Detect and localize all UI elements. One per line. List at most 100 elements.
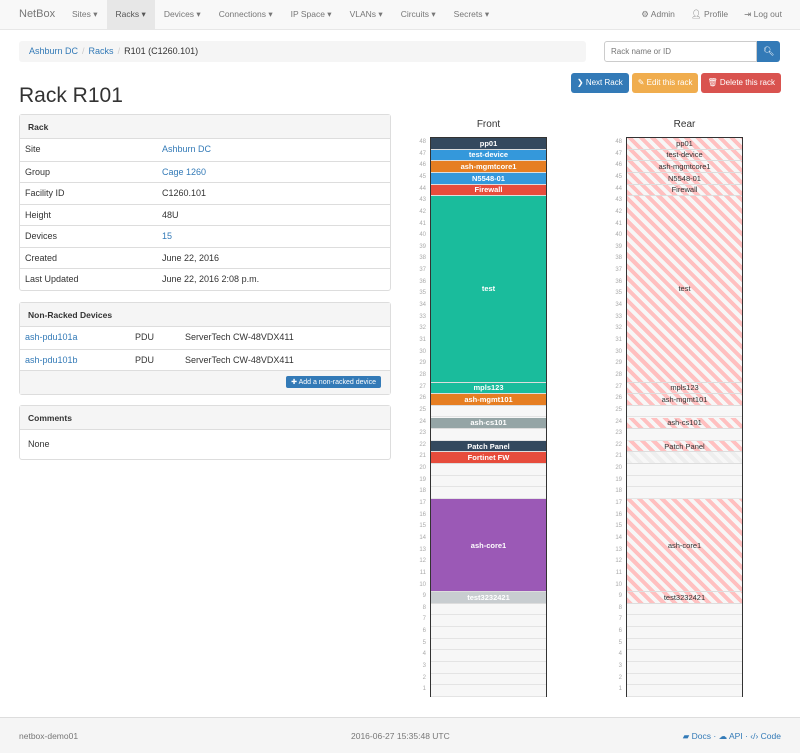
unit-number: 13 [419, 546, 426, 553]
caret-down-icon: ▾ [324, 9, 332, 19]
nav-secrets[interactable]: Secrets ▾ [445, 0, 498, 29]
rack-device[interactable]: Firewall [627, 184, 742, 197]
rack-device[interactable]: Patch Panel [431, 440, 546, 453]
rack-device[interactable]: ash-cs101 [431, 417, 546, 430]
edit-rack-button[interactable]: ✎ Edit this rack [631, 73, 699, 93]
rear-label: Rear [673, 119, 696, 130]
caret-down-icon: ▾ [139, 9, 146, 19]
rack-device[interactable]: test-device [627, 149, 742, 162]
row-value[interactable]: 15 [162, 231, 173, 241]
docs-link[interactable]: ▰ Docs [682, 731, 712, 741]
chevron-right-icon: ❯ [576, 78, 586, 87]
rack-device[interactable] [627, 452, 742, 465]
unit-number: 23 [419, 430, 426, 437]
nav-circuits[interactable]: Circuits ▾ [392, 0, 445, 29]
rack-device[interactable]: N5548-01 [431, 172, 546, 185]
rack-unit [627, 476, 742, 488]
unit-number: 48 [615, 139, 622, 145]
unit-number: 3 [618, 663, 622, 670]
admin-link[interactable]: ⚙ Admin [641, 9, 675, 19]
row-label: Facility ID [25, 188, 65, 198]
unit-number: 21 [615, 453, 622, 460]
rack-unit [627, 464, 742, 476]
unit-number: 20 [419, 465, 426, 472]
rack-search-input[interactable] [604, 41, 757, 62]
navbar: NetBox Sites ▾ Racks ▾ Devices ▾ Connection… [0, 0, 800, 30]
unit-number: 41 [419, 220, 426, 227]
main-menu: Sites ▾ Racks ▾ Devices ▾ Connections ▾ IP S… [63, 0, 498, 29]
nav-racks[interactable]: Racks ▾ [106, 0, 155, 29]
unit-number: 41 [615, 220, 622, 227]
nav-ip-space[interactable]: IP Space ▾ [282, 0, 341, 29]
delete-rack-button[interactable]: 🗑︎ Delete this rack [701, 73, 781, 93]
rack-device[interactable]: ash-cs101 [627, 417, 742, 430]
rack-unit [627, 604, 742, 616]
rack-device[interactable]: Firewall [431, 184, 546, 197]
rack-device[interactable]: test3232421 [627, 592, 742, 604]
rack-device[interactable]: Patch Panel [627, 440, 742, 453]
caret-down-icon: ▾ [429, 9, 436, 19]
unit-number: 36 [419, 278, 426, 285]
table-row: Site Ashburn DC [20, 139, 390, 161]
unit-number: 42 [419, 208, 426, 215]
unit-number: 7 [618, 616, 622, 623]
row-value[interactable]: Ashburn DC [162, 144, 212, 154]
unit-number: 32 [615, 325, 622, 332]
rack-device[interactable]: Fortinet FW [431, 452, 546, 465]
rack-device[interactable]: mpls123 [431, 382, 546, 395]
search-button[interactable]: 🔍︎ [757, 41, 780, 62]
brand-logo[interactable]: NetBox [19, 8, 56, 20]
unit-number: 22 [419, 441, 426, 448]
rack-device[interactable]: test [627, 196, 742, 383]
api-link[interactable]: ☁ API [718, 731, 743, 741]
rack-device[interactable]: ash-core1 [431, 499, 546, 593]
logout-link[interactable]: ⇥ Log out [744, 9, 782, 19]
rack-device[interactable]: test-device [431, 149, 546, 162]
rack-device[interactable]: ash-mgmtcore1 [627, 161, 742, 173]
rack-device[interactable]: ash-mgmt101 [627, 394, 742, 406]
rack-device[interactable]: ash-mgmt101 [431, 394, 546, 406]
rack-device[interactable]: ash-mgmtcore1 [431, 161, 546, 173]
unit-number: 24 [615, 418, 622, 425]
rack-device[interactable]: ash-core1 [627, 499, 742, 593]
footer-host: netbox-demo01 [19, 731, 79, 741]
unit-number: 26 [419, 395, 426, 402]
nav-connections[interactable]: Connections ▾ [210, 0, 282, 29]
rack-device[interactable]: pp01 [431, 138, 546, 150]
next-rack-button[interactable]: ❯ Next Rack [570, 73, 629, 93]
rack-device[interactable]: N5548-01 [627, 172, 742, 185]
code-link[interactable]: ‹/› Code [750, 731, 781, 741]
device-link[interactable]: ash-pdu101b [25, 354, 78, 365]
rack-device[interactable]: pp01 [627, 138, 742, 150]
nav-devices[interactable]: Devices ▾ [155, 0, 210, 29]
unit-number: 15 [419, 523, 426, 530]
rack-unit [627, 615, 742, 628]
rack-device[interactable]: mpls123 [627, 382, 742, 395]
rack-device[interactable]: test3232421 [431, 592, 546, 604]
unit-number: 5 [422, 639, 426, 646]
unit-number: 38 [615, 255, 622, 262]
unit-number: 10 [419, 581, 426, 588]
unit-number: 43 [615, 197, 622, 204]
device-link[interactable]: ash-pdu101a [25, 332, 78, 342]
breadcrumb-racks[interactable]: Racks [88, 46, 114, 56]
unit-number: 7 [422, 616, 426, 623]
caret-down-icon: ▾ [376, 9, 383, 19]
unit-number: 20 [615, 465, 622, 472]
unit-number: 36 [615, 278, 622, 285]
nav-sites[interactable]: Sites ▾ [63, 0, 107, 29]
nav-vlans[interactable]: VLANs ▾ [341, 0, 392, 29]
rack-unit [431, 650, 546, 663]
add-non-racked-button[interactable]: ✚ Add a non-racked device [286, 376, 381, 388]
profile-link[interactable]: 👤︎ Profile [690, 9, 729, 19]
breadcrumb: Ashburn DC / Racks / R101 (C1260.101) [19, 41, 586, 62]
breadcrumb-site[interactable]: Ashburn DC [29, 46, 79, 56]
unit-number: 29 [419, 360, 426, 367]
rack-unit [431, 406, 546, 418]
unit-number: 3 [422, 663, 426, 670]
row-label: Devices [25, 231, 58, 241]
unit-number: 45 [615, 173, 622, 180]
row-value[interactable]: Cage 1260 [162, 166, 207, 177]
rack-device[interactable]: test [431, 196, 546, 383]
panel-heading: Rack [20, 115, 390, 139]
